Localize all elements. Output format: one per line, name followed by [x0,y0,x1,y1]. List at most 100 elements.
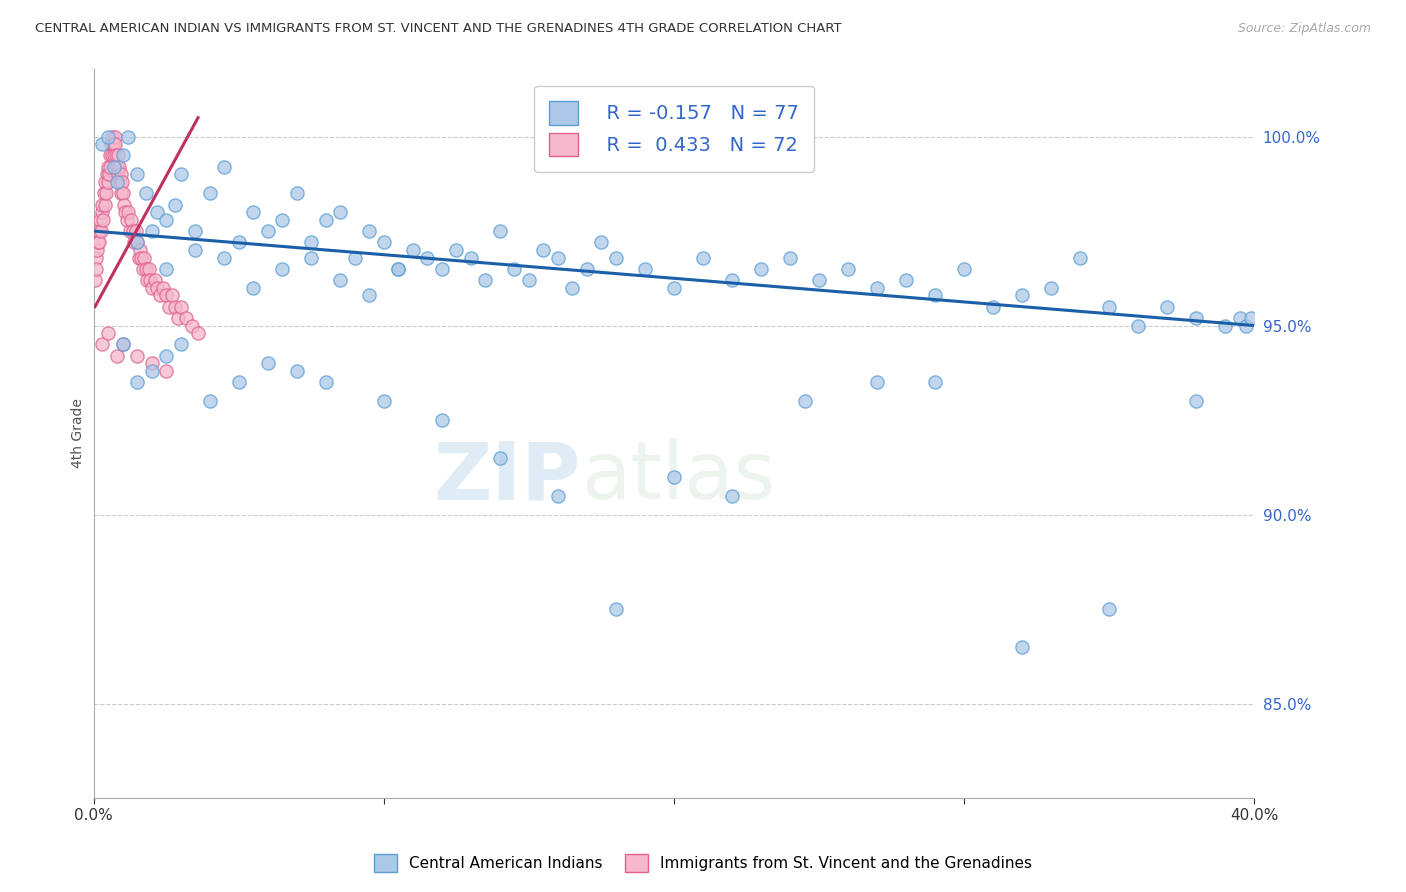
Point [101,129,124,144]
Point [107,148,129,162]
Point [1234,318,1257,333]
Point [111,337,134,351]
Point [86,261,108,276]
Point [96,167,118,181]
Text: Source: ZipAtlas.com: Source: ZipAtlas.com [1237,22,1371,36]
Point [129,243,152,257]
Point [89,212,111,227]
Point [132,261,155,276]
Point [139,273,162,287]
Point [256,356,278,370]
Point [91,137,114,152]
Point [605,602,627,616]
Point [373,235,395,250]
Point [228,235,250,250]
Point [343,251,366,265]
Legend:   R = -0.157   N = 77,   R =  0.433   N = 72: R = -0.157 N = 77, R = 0.433 N = 72 [534,86,814,172]
Point [1185,394,1208,409]
Point [793,394,815,409]
Point [100,137,122,152]
Point [489,450,512,465]
Point [924,288,946,302]
Point [198,394,221,409]
Point [981,300,1004,314]
Point [89,235,111,250]
Point [1156,300,1178,314]
Point [1040,281,1063,295]
Point [105,175,128,189]
Point [808,273,831,287]
Point [114,205,136,219]
Point [103,160,125,174]
Point [118,224,141,238]
Point [531,243,554,257]
Point [141,224,163,238]
Point [97,326,120,340]
Point [749,261,772,276]
Point [155,364,177,378]
Text: atlas: atlas [581,438,776,516]
Point [157,300,180,314]
Point [134,251,156,265]
Point [176,311,198,326]
Point [329,273,352,287]
Point [387,261,409,276]
Point [1098,300,1121,314]
Text: CENTRAL AMERICAN INDIAN VS IMMIGRANTS FROM ST. VINCENT AND THE GRENADINES 4TH GR: CENTRAL AMERICAN INDIAN VS IMMIGRANTS FR… [35,22,842,36]
Point [131,251,153,265]
Point [503,261,526,276]
Point [110,186,132,201]
Point [127,235,149,250]
Point [1215,318,1237,333]
Point [547,489,569,503]
Point [84,273,107,287]
Point [127,376,149,390]
Point [329,205,352,219]
Point [547,251,569,265]
Point [127,349,149,363]
Point [561,281,583,295]
Point [315,212,337,227]
Point [124,224,146,238]
Point [112,197,135,211]
Point [181,318,204,333]
Point [97,129,120,144]
Point [285,186,308,201]
Point [953,261,976,276]
Point [1128,318,1150,333]
Point [121,224,143,238]
Point [127,235,149,250]
Point [87,224,110,238]
Point [98,148,121,162]
Point [166,311,188,326]
Point [721,489,744,503]
Point [91,212,114,227]
Point [299,235,322,250]
Point [1011,288,1033,302]
Point [228,376,250,390]
Point [105,160,128,174]
Point [184,224,207,238]
Point [111,337,134,351]
Point [117,129,139,144]
Point [169,167,191,181]
Point [136,273,159,287]
Point [271,261,294,276]
Point [837,261,859,276]
Point [662,281,685,295]
Point [115,212,138,227]
Point [169,300,191,314]
Point [90,205,112,219]
Y-axis label: 4th Grade: 4th Grade [72,399,86,468]
Point [256,224,278,238]
Point [163,300,186,314]
Point [1069,251,1091,265]
Point [111,186,134,201]
Point [97,167,120,181]
Point [111,148,134,162]
Point [460,251,482,265]
Point [605,251,627,265]
Point [285,364,308,378]
Point [184,243,207,257]
Point [160,288,183,302]
